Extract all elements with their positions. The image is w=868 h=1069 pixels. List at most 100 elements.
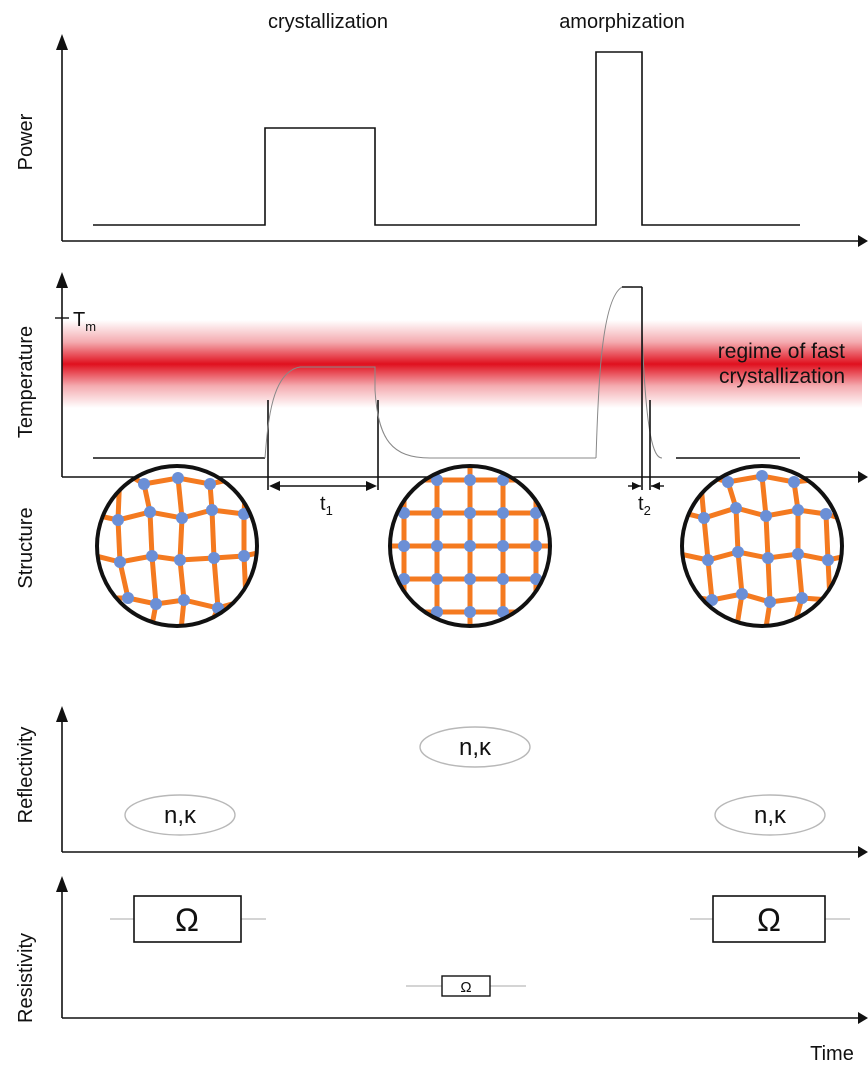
- atom: [112, 514, 124, 526]
- atom: [238, 550, 250, 562]
- atom: [702, 554, 714, 566]
- atom: [497, 474, 509, 486]
- structure-axis-label: Structure: [15, 507, 37, 588]
- structure-panel: Structure: [15, 464, 844, 646]
- atom: [764, 596, 776, 608]
- fast-crystallization-band: [62, 320, 862, 408]
- regime-label-line1: regime of fast: [718, 340, 845, 363]
- power-axis-label: Power: [15, 113, 37, 170]
- atom: [431, 507, 443, 519]
- atom: [530, 507, 542, 519]
- atom: [762, 552, 774, 564]
- atom: [758, 634, 770, 646]
- tm-label: Tm: [73, 309, 96, 334]
- bond: [120, 636, 236, 640]
- atom: [820, 508, 832, 520]
- atom: [822, 554, 834, 566]
- amorphous-structure-initial: [95, 464, 259, 646]
- atom: [398, 540, 410, 552]
- atom: [464, 507, 476, 519]
- atom: [756, 470, 768, 482]
- nk-ellipse-crystalline: [419, 726, 531, 768]
- atom: [114, 556, 126, 568]
- atom: [730, 502, 742, 514]
- atom: [176, 512, 188, 524]
- temperature-axis-label: Temperature: [15, 326, 37, 438]
- atom: [530, 573, 542, 585]
- amorphization-label: amorphization: [559, 11, 685, 33]
- nk-label-final: n,κ: [754, 802, 787, 829]
- temperature-x-arrow-icon: [858, 471, 868, 483]
- t2-label: t2: [638, 493, 651, 518]
- bond: [706, 632, 820, 640]
- atom: [178, 594, 190, 606]
- atom: [497, 507, 509, 519]
- atom: [431, 540, 443, 552]
- circle-outline: [388, 464, 552, 628]
- nk-label-crystalline: n,κ: [459, 734, 492, 761]
- regime-label-line2: crystallization: [719, 365, 845, 388]
- atom: [172, 472, 184, 484]
- atom: [431, 474, 443, 486]
- atom: [792, 548, 804, 560]
- atom: [208, 552, 220, 564]
- resistivity-panel: Resistivity Ω Ω Ω Time: [15, 876, 868, 1065]
- atom: [398, 507, 410, 519]
- crystalline-structure: [388, 464, 552, 628]
- resistivity-y-arrow-icon: [56, 876, 68, 892]
- ohm-label-crystalline: Ω: [460, 979, 471, 996]
- atom: [144, 506, 156, 518]
- t2-right-arrow-icon: [651, 482, 660, 490]
- atom: [146, 550, 158, 562]
- reflectivity-x-arrow-icon: [858, 846, 868, 858]
- ohm-label-final: Ω: [757, 902, 781, 938]
- atom: [144, 630, 156, 642]
- atom: [464, 573, 476, 585]
- temperature-y-arrow-icon: [56, 272, 68, 288]
- resistivity-x-arrow-icon: [858, 1012, 868, 1024]
- atom: [732, 546, 744, 558]
- atom: [431, 606, 443, 618]
- atom: [497, 606, 509, 618]
- atom: [796, 592, 808, 604]
- atom: [530, 540, 542, 552]
- atom: [431, 573, 443, 585]
- resistivity-axis-label: Resistivity: [15, 933, 37, 1023]
- t2-main: t: [638, 493, 644, 515]
- atom: [398, 573, 410, 585]
- temperature-panel: Temperature Tm regime of fast crystalliz…: [15, 272, 868, 518]
- amorphous-structure-final: [680, 464, 844, 646]
- atom: [122, 592, 134, 604]
- tm-sub: m: [85, 319, 96, 334]
- atom: [706, 594, 718, 606]
- atom: [464, 606, 476, 618]
- nk-label-initial: n,κ: [164, 802, 197, 829]
- power-y-arrow-icon: [56, 34, 68, 50]
- atom: [788, 476, 800, 488]
- circle-outline: [95, 464, 259, 628]
- atom: [792, 504, 804, 516]
- atom: [760, 510, 772, 522]
- crystallization-label: crystallization: [268, 11, 388, 33]
- nk-ellipse-final: [714, 794, 826, 836]
- power-pulse-trace: [93, 51, 800, 226]
- resistor-initial: [133, 895, 242, 943]
- t1-sub: 1: [326, 503, 333, 518]
- atom: [174, 634, 186, 646]
- atom: [736, 588, 748, 600]
- atom: [464, 474, 476, 486]
- atom: [698, 512, 710, 524]
- circle-outline: [680, 464, 844, 628]
- atom: [497, 573, 509, 585]
- reflectivity-y-arrow-icon: [56, 706, 68, 722]
- atom: [497, 540, 509, 552]
- atom: [786, 628, 798, 640]
- time-axis-label: Time: [810, 1043, 854, 1065]
- t2-sub: 2: [644, 503, 651, 518]
- reflectivity-axis-label: Reflectivity: [15, 727, 37, 824]
- t2-left-arrow-icon: [632, 482, 641, 490]
- atom: [200, 630, 212, 642]
- atom: [204, 478, 216, 490]
- power-x-arrow-icon: [858, 235, 868, 247]
